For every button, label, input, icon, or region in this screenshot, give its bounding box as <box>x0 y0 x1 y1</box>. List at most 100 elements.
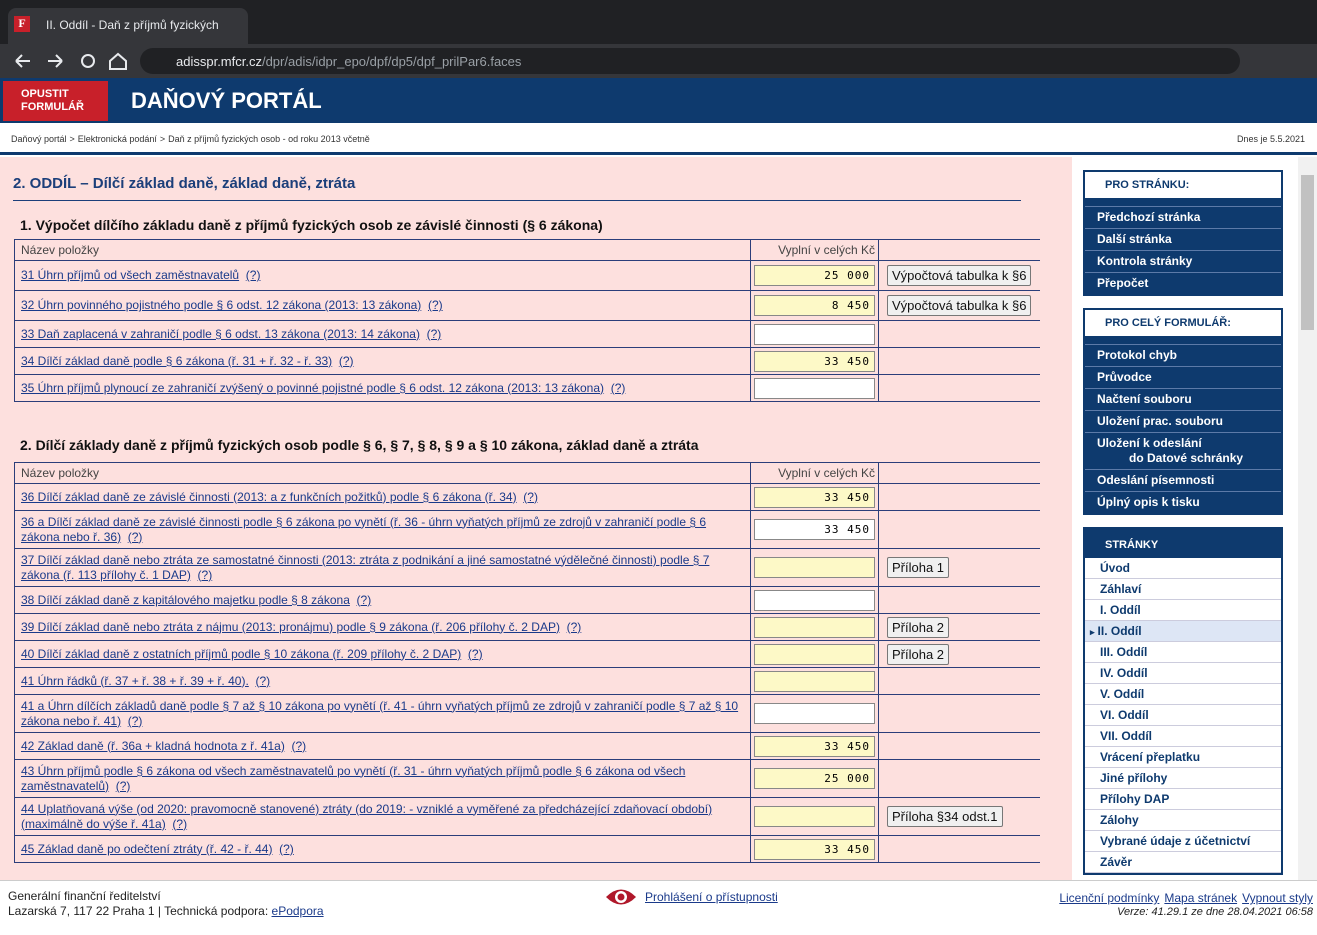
amount-input[interactable] <box>754 806 875 827</box>
page-link[interactable]: V. Oddíl <box>1085 684 1281 705</box>
amount-input[interactable]: 33 450 <box>754 838 875 860</box>
amount-input[interactable]: 33 450 <box>754 350 875 372</box>
item-link[interactable]: 38 Dílčí základ daně z kapitálového maje… <box>21 592 350 607</box>
menu-item[interactable]: Kontrola stránky <box>1085 250 1281 272</box>
page-link[interactable]: Zálohy <box>1085 810 1281 831</box>
amount-input[interactable]: 25 000 <box>754 768 875 789</box>
item-link[interactable]: 37 Dílčí základ daně nebo ztráta ze samo… <box>21 552 710 582</box>
menu-item[interactable]: Průvodce <box>1085 366 1281 388</box>
item-link[interactable]: 36 Dílčí základ daně ze závislé činnosti… <box>21 489 517 504</box>
help-link[interactable]: (?) <box>127 713 143 728</box>
amount-input[interactable] <box>754 670 875 692</box>
item-link[interactable]: 35 Úhrn příjmů plynoucí ze zahraničí zvý… <box>21 380 605 395</box>
amount-input[interactable]: 33 450 <box>754 519 875 540</box>
amount-value: 33 450 <box>824 354 870 368</box>
page-link[interactable]: Jiné přílohy <box>1085 768 1281 789</box>
help-link[interactable]: (?) <box>338 353 354 368</box>
item-link[interactable]: 42 Základ daně (ř. 36a + kladná hodnota … <box>21 738 285 753</box>
page-link[interactable]: Úvod <box>1085 558 1281 579</box>
accessibility-link[interactable]: Prohlášení o přístupnosti <box>645 890 778 904</box>
item-link[interactable]: 32 Úhrn povinného pojistného podle § 6 o… <box>21 298 422 312</box>
exit-button[interactable]: OPUSTIT FORMULÁŘ <box>3 81 108 121</box>
help-link[interactable]: (?) <box>127 529 143 544</box>
footer-link[interactable]: Mapa stránek <box>1164 891 1238 905</box>
calc-button[interactable]: Příloha 1 <box>887 557 950 578</box>
menu-item[interactable]: Uložení k odeslání do Datové schránky <box>1085 432 1281 469</box>
menu-item[interactable]: Úplný opis k tisku <box>1085 491 1281 513</box>
amount-input[interactable] <box>754 589 875 611</box>
menu-item[interactable]: Předchozí stránka <box>1085 206 1281 228</box>
browser-tab[interactable]: II. Oddíl - Daň z příjmů fyzických <box>8 8 248 44</box>
amount-input[interactable]: 8 450 <box>754 295 875 316</box>
amount-input[interactable] <box>754 703 875 724</box>
page-link[interactable]: Vybrané údaje z účetnictví <box>1085 831 1281 852</box>
help-link[interactable]: (?) <box>610 380 626 395</box>
page-link[interactable]: IV. Oddíl <box>1085 663 1281 684</box>
help-link[interactable]: (?) <box>291 738 307 753</box>
help-link[interactable]: (?) <box>197 567 213 582</box>
page-link[interactable]: ▸ II. Oddíl <box>1085 621 1281 642</box>
item-link[interactable]: 41 Úhrn řádků (ř. 37 + ř. 38 + ř. 39 + ř… <box>21 673 249 688</box>
help-link[interactable]: (?) <box>255 673 271 688</box>
item-link[interactable]: 45 Základ daně po odečtení ztráty (ř. 42… <box>21 841 273 856</box>
page-link[interactable]: Vrácení přeplatku <box>1085 747 1281 768</box>
amount-input[interactable] <box>754 643 875 665</box>
page-link[interactable]: I. Oddíl <box>1085 600 1281 621</box>
item-link[interactable]: 40 Dílčí základ daně z ostatních příjmů … <box>21 646 462 661</box>
item-link[interactable]: 36 a Dílčí základ daně ze závislé činnos… <box>21 514 707 544</box>
menu-item[interactable]: Přepočet <box>1085 272 1281 294</box>
tab-title: II. Oddíl - Daň z příjmů fyzických <box>46 18 219 32</box>
footer-link[interactable]: Licenční podmínky <box>1059 891 1160 905</box>
help-link[interactable]: (?) <box>172 816 188 831</box>
amount-input[interactable] <box>754 323 875 345</box>
amount-input[interactable] <box>754 557 875 578</box>
item-link[interactable]: 34 Dílčí základ daně podle § 6 zákona (ř… <box>21 353 333 368</box>
menu-item[interactable]: Načtení souboru <box>1085 388 1281 410</box>
page-link[interactable]: VII. Oddíl <box>1085 726 1281 747</box>
help-link[interactable]: (?) <box>523 489 538 504</box>
item-link[interactable]: 33 Daň zaplacená v zahraničí podle § 6 o… <box>21 326 420 341</box>
scrollbar[interactable] <box>1298 157 1317 880</box>
calc-button[interactable]: Příloha 2 <box>887 643 950 665</box>
amount-input[interactable] <box>754 616 875 638</box>
support-link[interactable]: ePodpora <box>271 904 324 918</box>
amount-input[interactable]: 25 000 <box>754 265 875 286</box>
breadcrumb-link[interactable]: Daňový portál <box>11 134 67 144</box>
item-label: 45 Základ daně po odečtení ztráty (ř. 42… <box>21 842 294 857</box>
item-link[interactable]: 44 Uplatňovaná výše (od 2020: pravomocně… <box>21 801 713 831</box>
item-link[interactable]: 41 a Úhrn dílčích základů daně podle § 7… <box>21 698 739 728</box>
help-link[interactable]: (?) <box>279 841 294 856</box>
page-link[interactable]: VI. Oddíl <box>1085 705 1281 726</box>
calc-button[interactable]: Příloha §34 odst.1 <box>887 806 1003 827</box>
breadcrumb-link[interactable]: Elektronická podání <box>77 134 157 144</box>
breadcrumb-link[interactable]: Daň z příjmů fyzických osob - od roku 20… <box>168 134 370 144</box>
form-row: 32 Úhrn povinného pojistného podle § 6 o… <box>14 291 1040 321</box>
footer-link[interactable]: Vypnout styly <box>1242 891 1313 905</box>
menu-item[interactable]: Uložení prac. souboru <box>1085 410 1281 432</box>
amount-input[interactable]: 33 450 <box>754 486 875 508</box>
help-link[interactable]: (?) <box>356 592 372 607</box>
calc-button[interactable]: Výpočtová tabulka k §6 <box>887 295 1032 316</box>
page-link[interactable]: III. Oddíl <box>1085 642 1281 663</box>
help-link[interactable]: (?) <box>426 326 442 341</box>
menu-item[interactable]: Další stránka <box>1085 228 1281 250</box>
help-link[interactable]: (?) <box>427 298 443 312</box>
calc-button[interactable]: Příloha 2 <box>887 616 950 638</box>
item-link[interactable]: 31 Úhrn příjmů od všech zaměstnavatelů <box>21 268 240 282</box>
item-link[interactable]: 43 Úhrn příjmů podle § 6 zákona od všech… <box>21 763 686 793</box>
item-link[interactable]: 39 Dílčí základ daně nebo ztráta z nájmu… <box>21 619 560 634</box>
help-link[interactable]: (?) <box>566 619 582 634</box>
help-link[interactable]: (?) <box>115 778 131 793</box>
url-field[interactable]: adisspr.mfcr.cz/dpr/adis/idpr_epo/dpf/dp… <box>140 48 1240 74</box>
page-link[interactable]: Záhlaví <box>1085 579 1281 600</box>
help-link[interactable]: (?) <box>467 646 483 661</box>
amount-input[interactable]: 33 450 <box>754 735 875 757</box>
help-link[interactable]: (?) <box>245 268 261 282</box>
calc-button[interactable]: Výpočtová tabulka k §6 <box>887 265 1032 286</box>
page-link[interactable]: Přílohy DAP <box>1085 789 1281 810</box>
page-name: III. Oddíl <box>1100 645 1148 659</box>
menu-item[interactable]: Protokol chyb <box>1085 344 1281 366</box>
amount-input[interactable] <box>754 377 875 399</box>
menu-item[interactable]: Odeslání písemnosti <box>1085 469 1281 491</box>
page-link[interactable]: Závěr <box>1085 852 1281 873</box>
